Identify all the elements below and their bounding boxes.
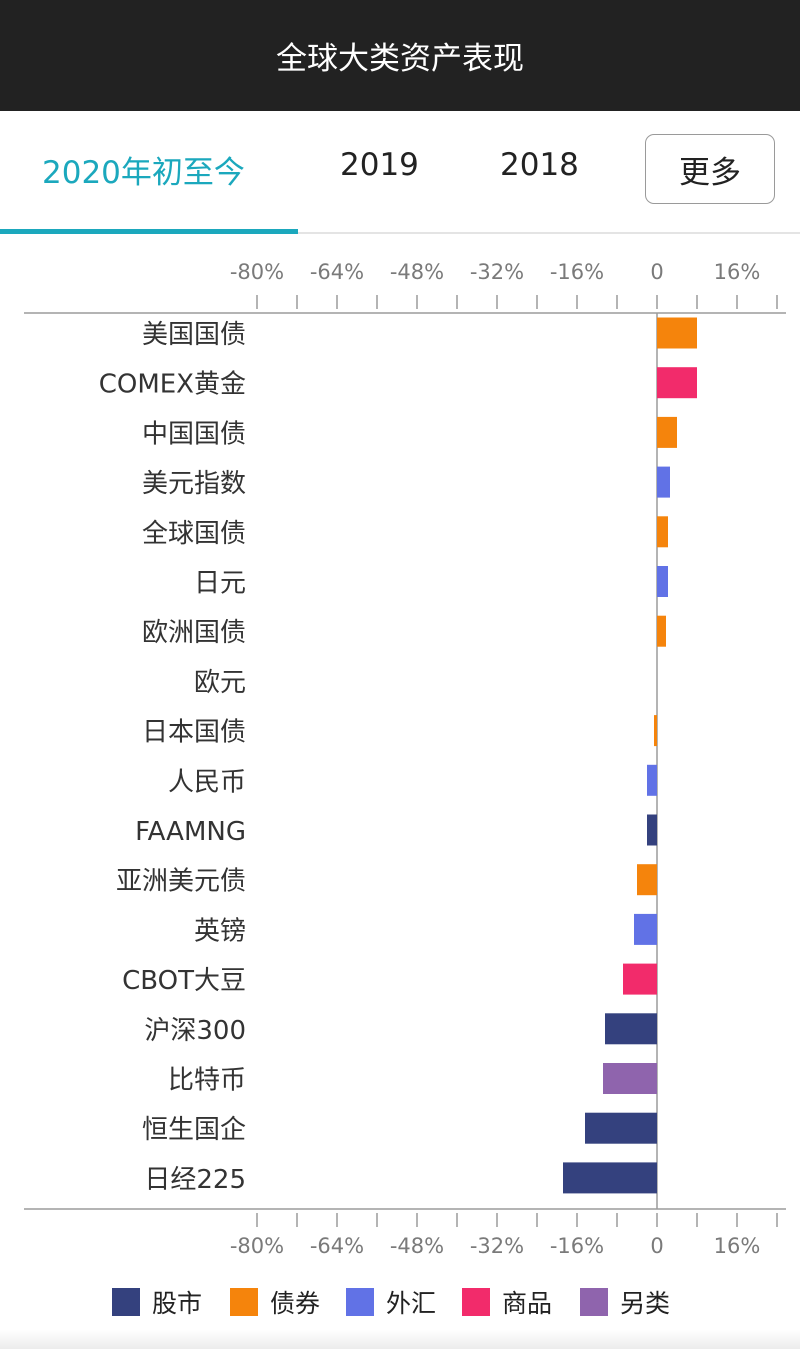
legend-label-stocks: 股市 [152,1289,203,1318]
bottom-tick-label: -64% [310,1234,364,1258]
bar [657,566,668,597]
legend-swatch-commodities [462,1288,490,1316]
bottom-fade [0,1330,800,1349]
asset-performance-chart: -80% -80% -64% -64% -48% -48% -32% -32% -16% -16%… [24,260,786,1258]
category-label: 英镑 [194,916,246,946]
legend-label-fx: 外汇 [386,1289,437,1318]
category-label: 人民币 [168,767,246,797]
bar [657,615,666,647]
top-tick-label: 0 [650,260,663,284]
legend-swatch-fx [346,1288,374,1316]
bar [657,516,668,548]
category-label: 欧洲国债 [142,618,246,648]
bottom-tick-label: 0 [650,1234,663,1258]
chart-legend: 股市 债券 外汇 商品 另类 [0,1284,800,1330]
bar [634,913,657,945]
category-label: 全球国债 [142,519,246,549]
bar [585,1112,657,1144]
category-label: FAAMNG [135,817,246,847]
legend-swatch-stocks [112,1288,140,1316]
legend-item-fx[interactable]: 外汇 [346,1284,436,1320]
bar [657,416,677,448]
legend-item-bonds[interactable]: 债券 [230,1284,320,1320]
title-bar: 全球大类资产表现 [0,0,800,111]
bottom-tick-label: 16% [714,1234,761,1258]
category-label: 中国国债 [142,419,246,449]
bar [657,317,697,349]
category-label: 日本国债 [142,718,246,748]
page-title: 全球大类资产表现 [276,41,524,77]
bottom-tick-label: -32% [470,1234,524,1258]
bar [623,963,657,995]
category-label: 恒生国企 [142,1115,246,1145]
bar [647,814,657,846]
bar [637,864,657,896]
legend-item-commodities[interactable]: 商品 [462,1284,552,1320]
bottom-tick-label: -48% [390,1234,444,1258]
category-label: 沪深300 [144,1016,246,1046]
top-tick-label: -16% [550,260,604,284]
bar [563,1162,657,1194]
tab-2018[interactable]: 2018 [500,147,579,183]
bottom-tick-label: -16% [550,1234,604,1258]
bar [605,1013,657,1045]
category-label: 欧元 [194,668,246,698]
legend-swatch-alternatives [580,1288,608,1316]
bar [654,715,657,747]
category-label: 日经225 [144,1165,246,1195]
bar [647,764,657,796]
legend-item-alternatives[interactable]: 另类 [580,1284,670,1320]
legend-swatch-bonds [230,1288,258,1316]
top-tick-label: -48% [390,260,444,284]
category-label: COMEX黄金 [99,370,246,400]
top-tick-label: -64% [310,260,364,284]
category-label: 美国国债 [142,320,246,350]
category-label: 日元 [194,569,246,599]
more-button[interactable]: 更多 [645,134,775,204]
legend-label-bonds: 债券 [270,1289,321,1318]
bottom-tick-label: -80% [230,1234,284,1258]
top-tick-label: -80% [230,260,284,284]
category-label: 美元指数 [142,469,246,499]
bar [657,367,697,399]
top-tick-label: -32% [470,260,524,284]
legend-label-alternatives: 另类 [620,1289,671,1318]
tab-2019[interactable]: 2019 [340,147,419,183]
category-label: 比特币 [168,1066,246,1096]
top-tick-label: 16% [714,260,761,284]
active-tab-indicator [0,229,298,234]
bar [603,1063,657,1094]
legend-item-stocks[interactable]: 股市 [112,1284,202,1320]
period-tabs: 2020年初至今 2019 2018 [0,111,800,234]
legend-label-commodities: 商品 [502,1289,553,1318]
tab-2020-ytd[interactable]: 2020年初至今 [42,155,245,191]
category-label: CBOT大豆 [122,966,246,996]
category-label: 亚洲美元债 [116,867,246,897]
bar [657,466,670,498]
